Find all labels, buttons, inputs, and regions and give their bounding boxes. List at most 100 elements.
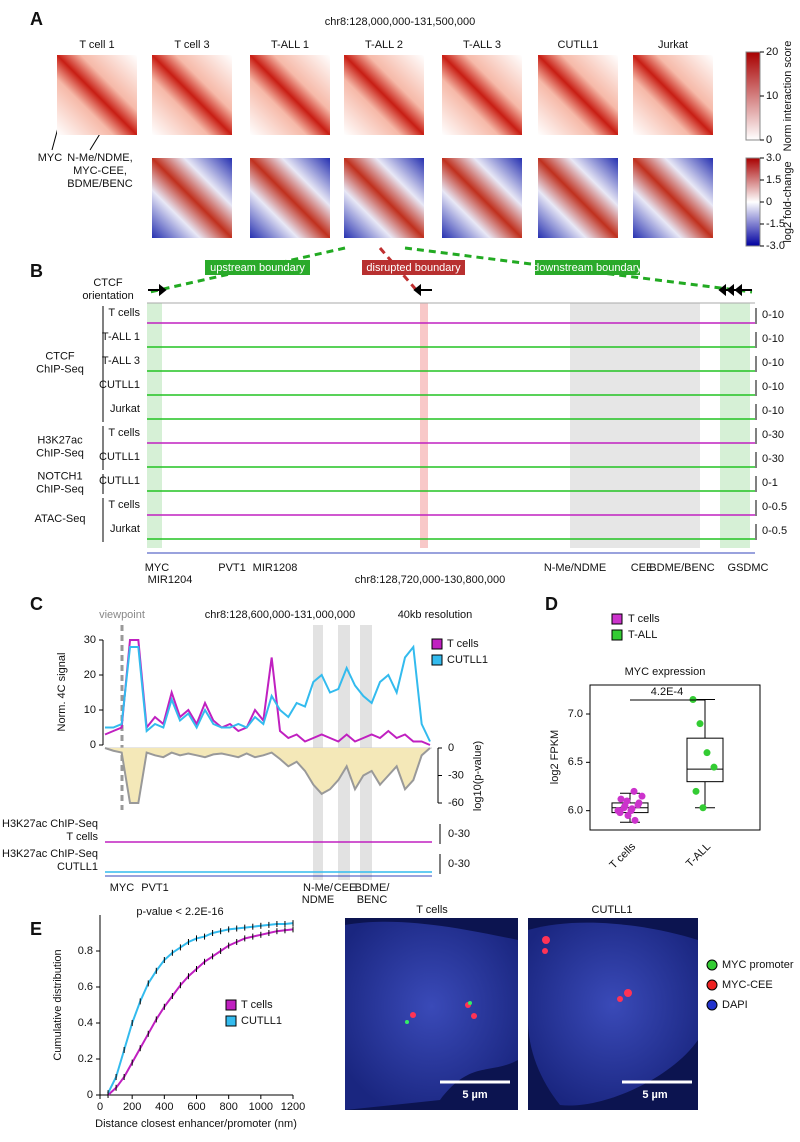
point — [692, 787, 700, 795]
x-tick-label: T cells — [607, 840, 638, 871]
point — [630, 787, 638, 795]
x-axis-title: Distance closest enhancer/promoter (nm) — [95, 1118, 297, 1130]
x-tick-label: 0 — [97, 1101, 103, 1113]
track-name: T cells — [66, 831, 98, 843]
scale-label: 5 µm — [462, 1089, 488, 1101]
legend-label: DAPI — [722, 999, 748, 1011]
x-tick-label: 1200 — [281, 1101, 305, 1113]
legend-swatch — [225, 1015, 237, 1027]
annotation: viewpoint — [99, 609, 145, 621]
title: chr8:128,000,000-131,500,000 — [325, 16, 475, 28]
legend-swatch — [431, 638, 443, 650]
y-tick-label: 0.8 — [78, 945, 93, 957]
heatmap — [152, 55, 232, 135]
boundary-box — [362, 260, 465, 275]
gene-label: CEE — [334, 882, 357, 894]
scale-label: 5 µm — [642, 1089, 668, 1101]
y-tick-label: 30 — [84, 634, 96, 646]
x-tick-label: T-ALL — [684, 841, 713, 870]
gene-label: MYC — [110, 882, 135, 894]
legend-dot — [706, 959, 718, 971]
legend-label: T cells — [447, 638, 479, 650]
y-tick-label: 10 — [84, 704, 96, 716]
heatmap-title: T-ALL 3 — [463, 39, 501, 51]
y2-tick-label: -30 — [448, 769, 464, 781]
track-range: 0-1 — [762, 477, 778, 489]
plot-frame — [589, 684, 761, 831]
track-range: 0-30 — [448, 858, 470, 870]
heatmap-title: T cell 3 — [174, 39, 209, 51]
track-name: Jurkat — [110, 403, 140, 415]
boundary-label: downstream boundary — [533, 262, 642, 274]
foldchange-map — [442, 158, 522, 238]
heatmap-title: T cell 1 — [79, 39, 114, 51]
point — [696, 720, 704, 728]
group-label: CTCF — [45, 350, 75, 362]
x-tick-label: 1000 — [249, 1101, 273, 1113]
x-tick-label: 400 — [155, 1101, 173, 1113]
gene-label: BDME/ — [355, 882, 391, 894]
y-tick-label: 0.2 — [78, 1053, 93, 1065]
point — [616, 809, 624, 817]
track-name: CUTLL1 — [99, 451, 140, 463]
track-range: 0-30 — [762, 453, 784, 465]
track-range: 0-10 — [762, 357, 784, 369]
y-tick-label: 0 — [87, 1089, 93, 1101]
foldchange-map — [538, 158, 618, 238]
boundary-box — [205, 260, 310, 275]
foldchange-map — [250, 158, 330, 238]
legend-swatch — [611, 629, 623, 641]
track-name: CUTLL1 — [99, 475, 140, 487]
heatmap — [633, 55, 713, 135]
point — [623, 797, 631, 805]
annotation: N-Me/NDME, — [67, 152, 132, 164]
group-label: ChIP-Seq — [36, 483, 84, 495]
y-tick-label: 0 — [90, 739, 96, 751]
row-label: orientation — [82, 290, 133, 302]
row-label: CTCF — [93, 277, 123, 289]
colorbar — [745, 157, 761, 247]
track-range: 0-30 — [762, 429, 784, 441]
point — [620, 804, 628, 812]
legend-label: T-ALL — [628, 629, 657, 641]
track-range: 0-30 — [448, 828, 470, 840]
panel-label: A — [30, 9, 43, 29]
track-range: 0-0.5 — [762, 525, 787, 537]
y-axis-title: Cumulative distribution — [52, 949, 64, 1060]
colorbar-tick-label: 1.5 — [766, 174, 781, 186]
heatmap-title: T-ALL 1 — [271, 39, 309, 51]
panel-label: C — [30, 594, 43, 614]
colorbar-tick-label: 0 — [766, 134, 772, 146]
heatmap — [538, 55, 618, 135]
track-range: 0-10 — [762, 405, 784, 417]
image-title: CUTLL1 — [592, 904, 633, 916]
track-range: 0-10 — [762, 381, 784, 393]
heatmap — [57, 55, 137, 135]
gene-label: BDME/BENC — [649, 562, 714, 574]
track-name: T cells — [108, 499, 140, 511]
y-axis-title: Norm. 4C signal — [56, 653, 68, 732]
gene-label: N-Me/NDME — [544, 562, 606, 574]
point — [627, 807, 635, 815]
track-name: T-ALL 1 — [102, 331, 140, 343]
y-tick-label: 20 — [84, 669, 96, 681]
x-tick-label: 600 — [187, 1101, 205, 1113]
panel-label: B — [30, 261, 43, 281]
coordinates: chr8:128,720,000-130,800,000 — [355, 574, 505, 586]
gene-label: NDME — [302, 894, 334, 906]
legend-dot — [706, 979, 718, 991]
colorbar-label: Norm interaction score — [782, 41, 794, 152]
boundary-label: upstream boundary — [210, 262, 305, 274]
panel-label: E — [30, 919, 42, 939]
annotation: 40kb resolution — [398, 609, 473, 621]
legend-label: MYC promoter — [722, 959, 794, 971]
point — [617, 795, 625, 803]
legend-label: T cells — [241, 999, 273, 1011]
track-name: Jurkat — [110, 523, 140, 535]
point — [699, 804, 707, 812]
y2-axis-title: log10(p-value) — [472, 741, 484, 811]
gene-label: BENC — [357, 894, 388, 906]
highlight-regions — [147, 303, 750, 548]
series-line — [105, 644, 431, 742]
point — [634, 801, 642, 809]
